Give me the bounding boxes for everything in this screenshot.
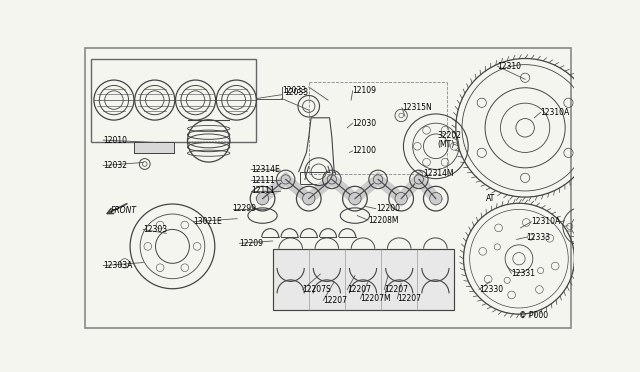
Text: 12209: 12209 bbox=[239, 239, 264, 248]
Bar bbox=[273, 249, 454, 310]
Text: AT: AT bbox=[486, 194, 495, 203]
Text: 12030: 12030 bbox=[353, 119, 377, 128]
Text: 12207: 12207 bbox=[384, 285, 408, 294]
Text: 12109: 12109 bbox=[353, 86, 376, 95]
Text: 12111: 12111 bbox=[251, 186, 275, 195]
Text: 12032: 12032 bbox=[103, 161, 127, 170]
Bar bbox=[273, 249, 454, 310]
Bar bbox=[300, 172, 335, 184]
Text: (MT): (MT) bbox=[437, 140, 454, 149]
Text: 12330: 12330 bbox=[479, 285, 503, 294]
Text: 12299: 12299 bbox=[232, 204, 257, 213]
Text: 12100: 12100 bbox=[353, 147, 376, 155]
Text: FRONT: FRONT bbox=[111, 206, 137, 215]
Text: 12207: 12207 bbox=[397, 294, 421, 303]
Text: 12303A: 12303A bbox=[103, 261, 132, 270]
Text: 12010: 12010 bbox=[103, 136, 127, 145]
Bar bbox=[91, 58, 257, 142]
Text: 12310: 12310 bbox=[497, 62, 522, 71]
Text: 12310A: 12310A bbox=[531, 217, 561, 226]
Text: 12333: 12333 bbox=[527, 232, 551, 242]
Text: © P000: © P000 bbox=[519, 311, 548, 320]
Text: 32202: 32202 bbox=[437, 131, 461, 140]
Text: 12315N: 12315N bbox=[402, 103, 431, 112]
Text: 12207: 12207 bbox=[323, 296, 348, 305]
Text: 12033: 12033 bbox=[282, 86, 306, 95]
Text: 12207M: 12207M bbox=[360, 294, 391, 303]
Text: 12314E: 12314E bbox=[251, 165, 280, 174]
Text: 12207: 12207 bbox=[348, 285, 371, 294]
Text: 12208M: 12208M bbox=[368, 216, 399, 225]
Text: 12331: 12331 bbox=[511, 269, 535, 278]
Bar bbox=[134, 142, 174, 153]
Text: 12314M: 12314M bbox=[422, 169, 453, 178]
Text: 12200: 12200 bbox=[376, 204, 400, 213]
Text: 12303: 12303 bbox=[143, 225, 167, 234]
Text: 12033: 12033 bbox=[284, 88, 308, 97]
Text: 12207S: 12207S bbox=[303, 285, 332, 294]
Text: 12111: 12111 bbox=[251, 176, 275, 185]
Text: 12310A: 12310A bbox=[541, 108, 570, 117]
Text: 13021E: 13021E bbox=[193, 217, 222, 226]
